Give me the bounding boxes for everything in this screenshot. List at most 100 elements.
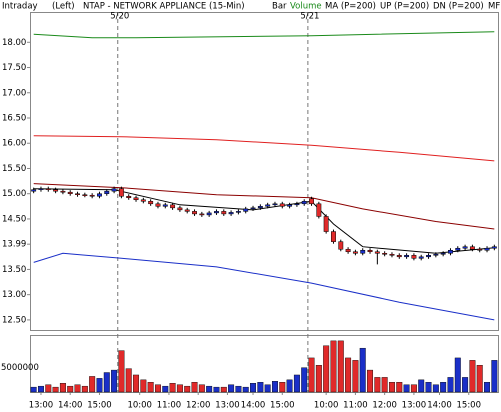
y-tick-label: 17.00: [2, 88, 26, 98]
volume-bar: [476, 365, 483, 393]
candle-body: [440, 253, 446, 255]
candle-body: [404, 255, 410, 258]
candle-body: [243, 208, 249, 212]
candle-body: [331, 231, 336, 242]
volume-bar: [169, 383, 176, 393]
candle-body: [155, 203, 161, 207]
x-tick-label: 13:00: [215, 401, 240, 411]
volume-bar: [184, 385, 191, 393]
y-tick-label: 14.50: [2, 214, 26, 224]
candle-body: [140, 199, 146, 202]
candle-body: [177, 207, 183, 211]
candle-body: [491, 246, 497, 249]
volume-bar: [469, 360, 476, 393]
candle-body: [323, 216, 329, 232]
candle-body: [82, 194, 88, 196]
volume-bar: [74, 384, 81, 393]
volume-bar: [323, 345, 330, 393]
x-tick-label: 11:00: [343, 401, 368, 411]
volume-bar: [96, 378, 103, 393]
volume-bar: [111, 369, 118, 393]
volume-bar: [154, 384, 161, 393]
candle-body: [367, 249, 373, 253]
candle-body: [75, 193, 80, 195]
x-tick-label: 14:00: [427, 401, 452, 411]
candle-body: [484, 247, 490, 251]
candle-body: [250, 207, 256, 210]
candle-body: [199, 213, 205, 216]
volume-bar: [235, 385, 242, 393]
volume-bar: [147, 382, 154, 393]
x-tick-label: 13:00: [402, 401, 427, 411]
volume-bar: [37, 385, 44, 393]
candle-body: [214, 211, 219, 214]
candle-body: [89, 194, 95, 197]
candle-body: [221, 211, 227, 215]
volume-bar: [462, 377, 469, 393]
candle-body: [396, 255, 402, 258]
candle-body: [53, 189, 59, 192]
candle-body: [126, 195, 132, 199]
volume-bar: [315, 365, 322, 393]
volume-bar: [228, 384, 235, 393]
x-tick-label: 15:00: [87, 401, 112, 411]
volume-bar: [220, 386, 227, 393]
candle-body: [148, 201, 154, 205]
candle-body: [118, 188, 124, 197]
x-tick-label: 10:00: [127, 401, 152, 411]
x-tick-label: 14:00: [58, 401, 83, 411]
volume-bar: [374, 377, 381, 393]
candle-body: [382, 253, 388, 255]
candle-body: [301, 201, 307, 205]
volume-bar: [271, 381, 278, 393]
legend-entry: DN (P=200): [433, 2, 484, 12]
y-tick-label: 18.00: [2, 38, 26, 48]
y-tick-label: 16.00: [2, 139, 26, 149]
mode-label: Intraday: [2, 2, 38, 12]
x-tick-label: 15:00: [270, 401, 295, 411]
volume-bar: [264, 384, 271, 393]
legend-entry: MF: [488, 2, 500, 12]
volume-bar: [403, 384, 410, 393]
y-tick-label: 12.50: [2, 315, 26, 325]
x-tick-label: 15:00: [457, 401, 482, 411]
volume-bar: [279, 382, 286, 393]
candle-body: [228, 212, 234, 215]
volume-bar: [410, 384, 417, 393]
volume-bar: [133, 374, 140, 393]
volume-bar: [118, 350, 125, 393]
candle-body: [426, 255, 431, 258]
volume-bar: [59, 383, 66, 393]
candle-body: [206, 212, 212, 216]
candle-body: [287, 204, 293, 207]
price-panel: [30, 12, 499, 331]
volume-panel: [30, 335, 499, 393]
volume-label: Volume: [290, 2, 322, 12]
candle-body: [374, 251, 380, 254]
y-tick-label: 13.00: [2, 290, 26, 300]
volume-bar: [242, 386, 249, 393]
volume-bar: [425, 382, 432, 393]
volume-bar: [352, 360, 359, 393]
volume-bar: [381, 377, 388, 393]
volume-bar: [250, 383, 257, 393]
candle-body: [184, 209, 190, 212]
x-tick-label: 14:00: [241, 401, 266, 411]
volume-bar: [67, 385, 74, 393]
x-tick-label: 10:00: [314, 401, 339, 411]
volume-bar: [396, 382, 403, 393]
volume-bar: [125, 368, 132, 393]
candle-body: [38, 188, 44, 190]
volume-bar: [213, 386, 220, 393]
candle-body: [477, 248, 483, 251]
volume-bar: [286, 379, 293, 393]
x-tick-label: 12:00: [372, 401, 397, 411]
x-tick-label: 11:00: [157, 401, 182, 411]
candle-body: [272, 203, 278, 206]
volume-bar: [367, 369, 374, 393]
volume-bar: [81, 385, 88, 393]
volume-bar: [140, 379, 147, 393]
chart-title: NTAP - NETWORK APPLIANCE (15-Min): [83, 2, 245, 12]
volume-bar: [345, 357, 352, 393]
